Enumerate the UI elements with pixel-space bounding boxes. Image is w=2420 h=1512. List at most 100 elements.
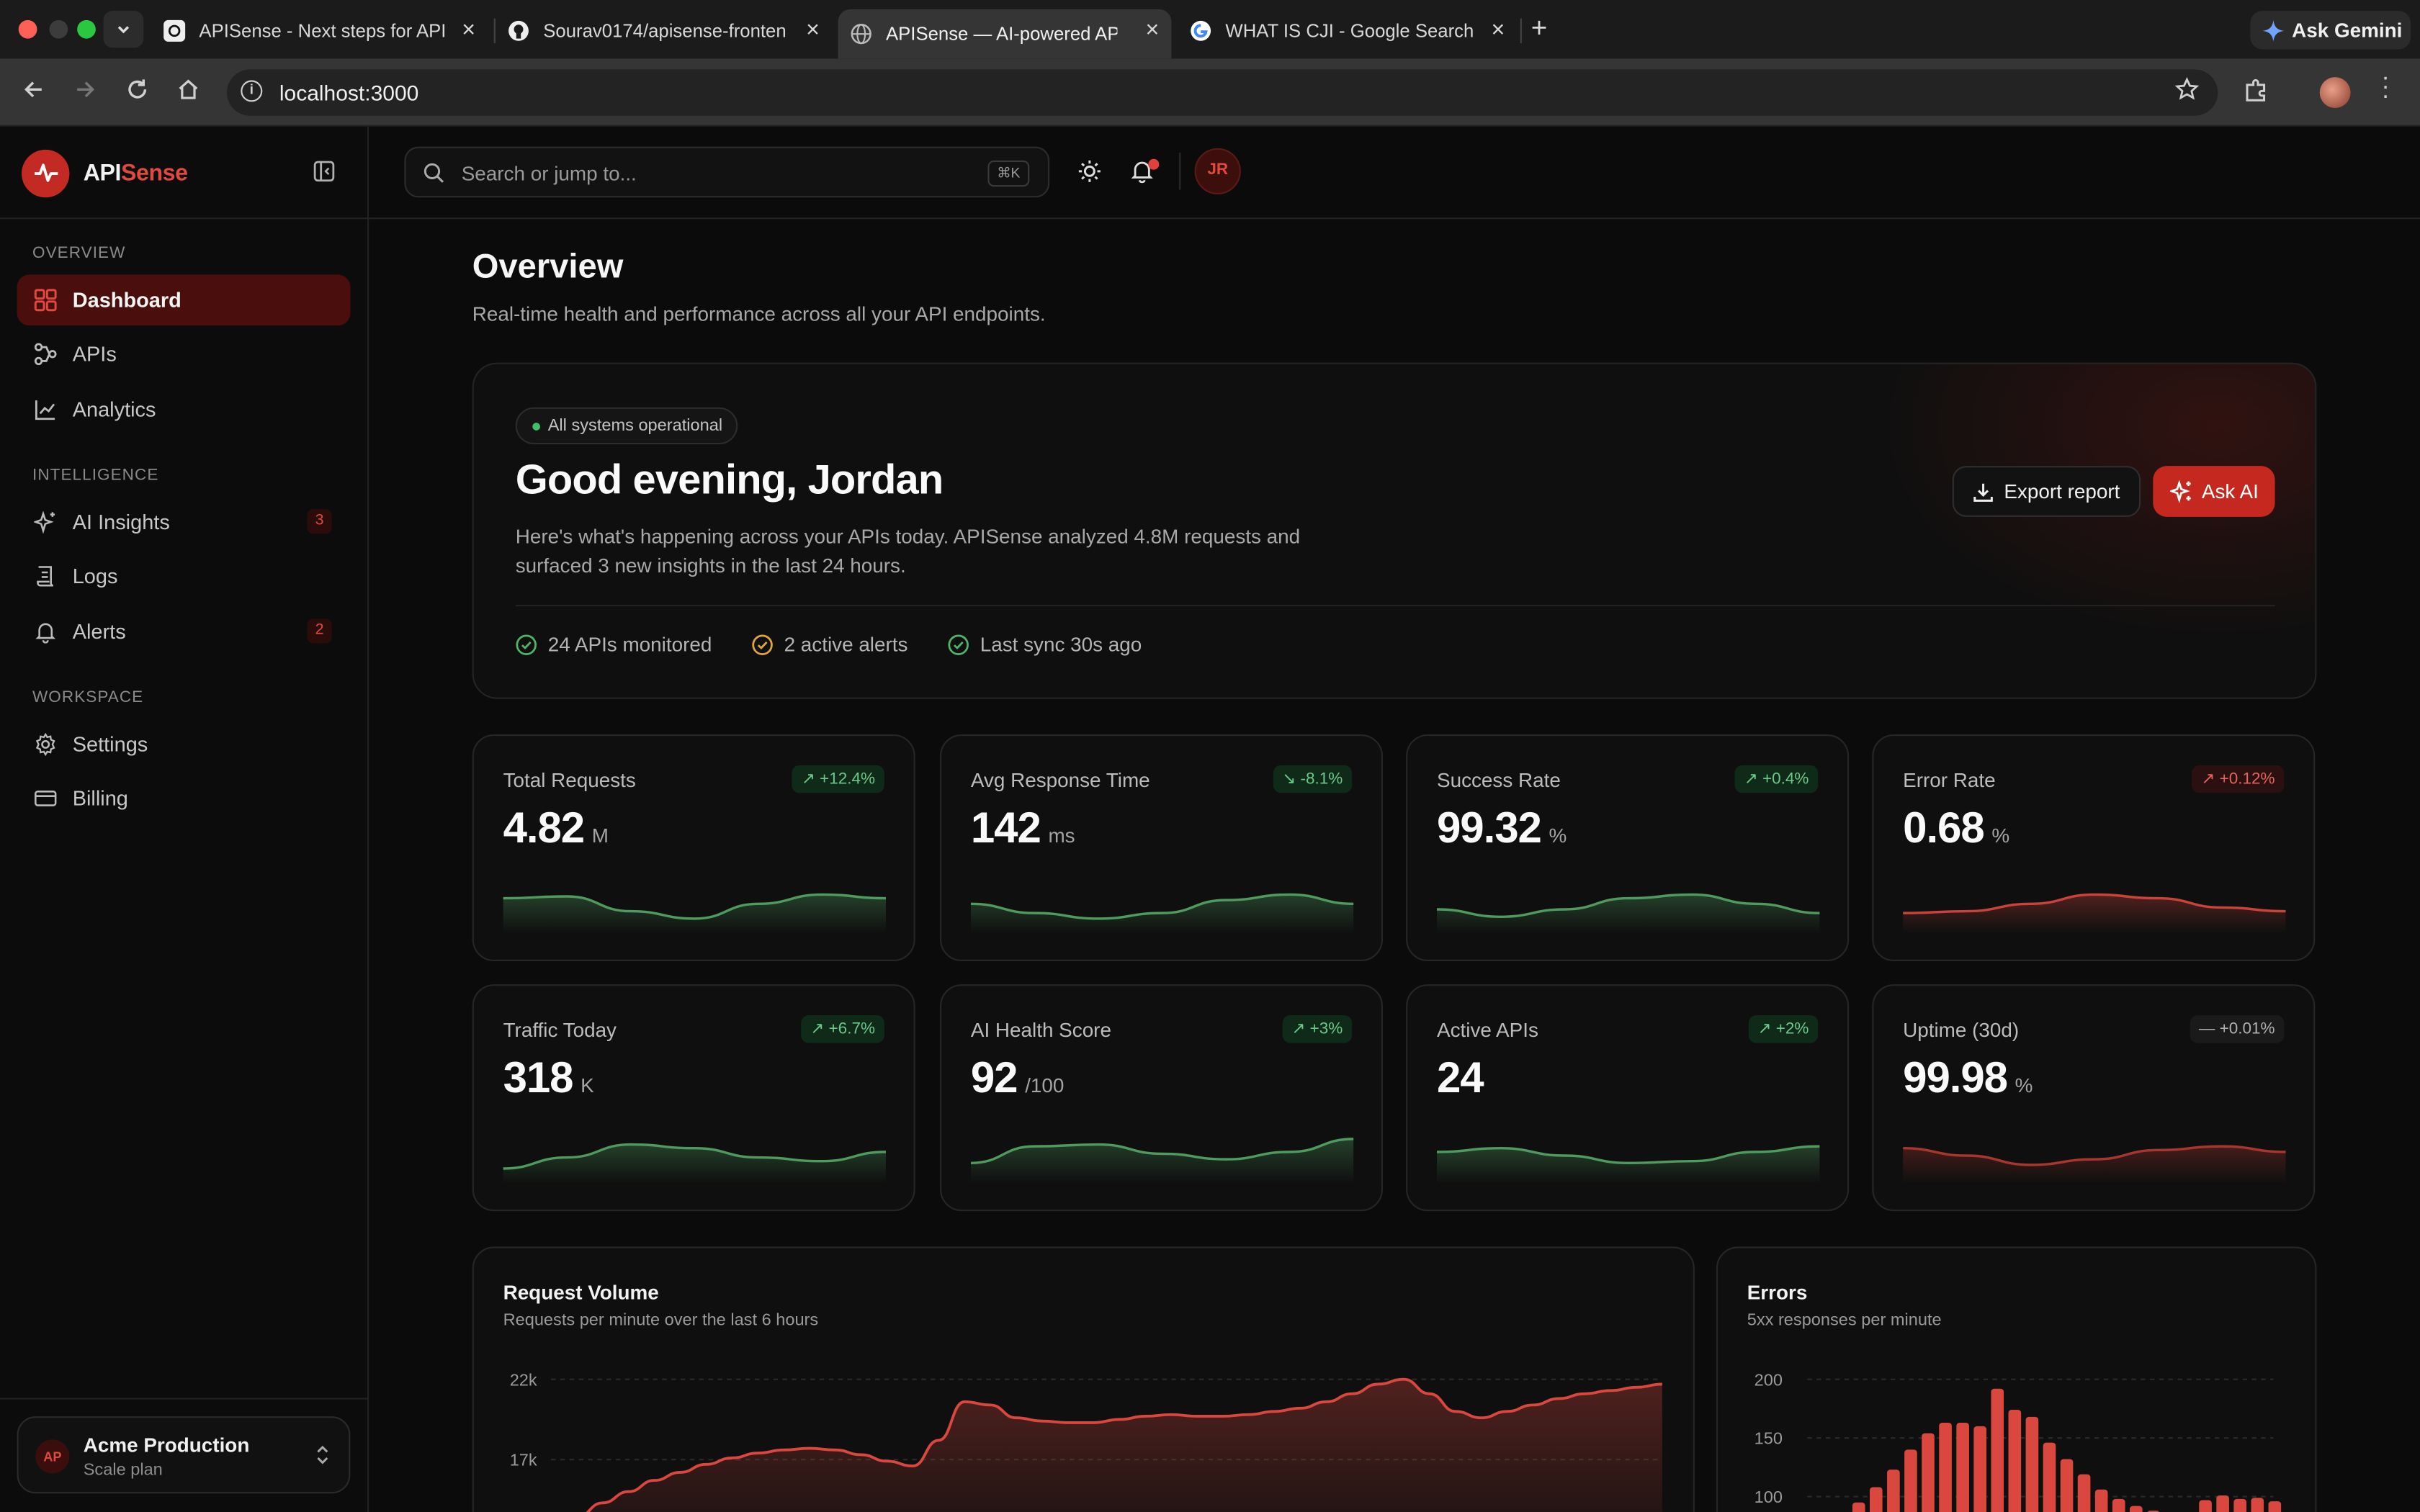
metric-number: 142 <box>970 804 1041 852</box>
sidebar-item-label: Alerts <box>72 620 126 644</box>
tab-search-button[interactable] <box>103 11 144 48</box>
shortcut-hint: ⌘K <box>987 160 1030 187</box>
search-input[interactable]: Search or jump to... ⌘K <box>404 146 1050 198</box>
metric-card[interactable]: Active APIs ↗ +2% 24 <box>1406 984 1850 1212</box>
metric-card[interactable]: Total Requests ↗ +12.4% 4.82 M <box>472 734 915 961</box>
sidebar-item-settings[interactable]: Settings <box>17 719 351 770</box>
extensions-puzzle-icon[interactable] <box>2243 77 2271 105</box>
error-bar <box>2251 1498 2264 1512</box>
browser-toolbar: i localhost:3000 · · · <box>0 58 2420 127</box>
metric-delta-badge: ↗ +0.4% <box>1735 765 1819 793</box>
ask-gemini-button[interactable]: Ask Gemini <box>2250 11 2411 50</box>
metric-sparkline <box>1903 1145 2286 1184</box>
sidebar-item-apis[interactable]: APIs <box>17 328 351 379</box>
trend-arrow-icon: ↗ <box>801 770 820 788</box>
sparkline-area <box>1903 1146 2286 1184</box>
new-tab-button[interactable]: + <box>1531 12 1548 43</box>
metric-label: Error Rate <box>1903 768 1996 792</box>
window-zoom-button[interactable] <box>77 19 96 39</box>
metric-unit: M <box>591 824 609 847</box>
sidebar-item-alerts[interactable]: Alerts 2 <box>17 606 351 657</box>
browser-menu-icon[interactable]: · · · <box>2381 65 2390 110</box>
error-bar <box>2129 1506 2143 1512</box>
metric-card[interactable]: Avg Response Time ↘ -8.1% 142 ms <box>940 734 1383 961</box>
sparkline-line <box>1436 1145 1820 1164</box>
metric-delta-badge: ↗ +3% <box>1282 1015 1353 1043</box>
browser-tab[interactable]: APISense - Next steps for API × <box>151 9 488 53</box>
metric-delta-text: +2% <box>1775 1020 1809 1039</box>
collapse-sidebar-icon[interactable] <box>313 161 335 182</box>
metric-unit: % <box>2015 1074 2033 1097</box>
sidebar-item-billing[interactable]: Billing <box>17 773 351 824</box>
card-icon <box>32 786 57 811</box>
browser-tab[interactable]: Sourav0174/apisense-fronten × <box>496 9 832 53</box>
bookmark-star-icon[interactable] <box>2174 77 2200 102</box>
sidebar-item-analytics[interactable]: Analytics <box>17 384 351 436</box>
browser-tab[interactable]: WHAT IS CJI - Google Search × <box>1178 9 1517 53</box>
sidebar-item-label: AI Insights <box>72 510 170 534</box>
alerts-count-badge: 2 <box>307 618 332 644</box>
profile-avatar[interactable] <box>2319 77 2351 108</box>
metric-card[interactable]: AI Health Score ↗ +3% 92/100 <box>940 984 1383 1212</box>
status-text: All systems operational <box>547 416 723 436</box>
theme-toggle-sun-icon[interactable] <box>1077 159 1102 184</box>
y-tick-label: 200 <box>1754 1370 1783 1389</box>
export-report-button[interactable]: Export report <box>1952 466 2141 517</box>
hero-meta-text: 2 active alerts <box>784 632 908 656</box>
sidebar-item-label: Billing <box>72 786 128 810</box>
metric-card[interactable]: Traffic Today ↗ +6.7% 318 K <box>472 984 915 1212</box>
ask-ai-button[interactable]: Ask AI <box>2153 466 2275 517</box>
tab-close-icon[interactable]: × <box>462 17 475 44</box>
window-minimize-button[interactable] <box>49 19 68 39</box>
sidebar-item-ai-insights[interactable]: AI Insights 3 <box>17 497 351 548</box>
sparkline-line <box>503 1143 886 1170</box>
download-icon <box>1974 482 1994 501</box>
metric-delta-text: +12.4% <box>820 770 875 788</box>
url-text: localhost:3000 <box>279 80 419 105</box>
error-bar <box>2060 1459 2074 1512</box>
metric-card[interactable]: Uptime (30d) — +0.01% 99.98% <box>1872 984 2316 1212</box>
tab-close-icon[interactable]: × <box>1491 17 1505 44</box>
reload-icon[interactable] <box>125 77 150 102</box>
forward-arrow-icon[interactable] <box>73 77 97 102</box>
y-tick-label: 17k <box>510 1451 537 1470</box>
home-icon[interactable] <box>176 77 200 102</box>
error-bar <box>2094 1489 2108 1512</box>
chevron-down-icon <box>117 26 130 34</box>
metric-sparkline <box>970 893 1354 934</box>
welcome-card: All systems operational Good evening, Jo… <box>472 362 2317 699</box>
site-info-icon[interactable]: i <box>241 80 263 102</box>
sidebar-item-label: APIs <box>72 342 117 366</box>
metric-unit: /100 <box>1025 1074 1065 1097</box>
sidebar: APISense OVERVIEW Dashboard APIs Analyti… <box>0 126 369 1512</box>
section-title-overview: OVERVIEW <box>32 243 126 263</box>
browser-tab-active[interactable]: APISense — AI-powered API o × <box>838 9 1172 59</box>
sidebar-item-dashboard[interactable]: Dashboard <box>17 274 351 326</box>
tab-close-icon[interactable]: × <box>806 17 820 44</box>
address-bar[interactable]: i localhost:3000 <box>227 69 2218 116</box>
last-sync-stat: Last sync 30s ago <box>948 633 1142 656</box>
sidebar-item-logs[interactable]: Logs <box>17 551 351 602</box>
greeting-description: Here's what's happening across your APIs… <box>515 524 1301 577</box>
metric-number: 24 <box>1436 1053 1484 1102</box>
errors-chart: 200 150 100 <box>1754 1370 2282 1512</box>
brand[interactable]: APISense <box>22 148 188 198</box>
metric-card[interactable]: Error Rate ↗ +0.12% 0.68% <box>1872 734 2316 961</box>
error-bar <box>2216 1495 2229 1512</box>
export-report-label: Export report <box>2004 480 2120 503</box>
tab-separator <box>493 18 496 43</box>
metric-card[interactable]: Success Rate ↗ +0.4% 99.32% <box>1406 734 1850 961</box>
window-close-button[interactable] <box>18 19 37 39</box>
workspace-plan: Scale plan <box>83 1461 163 1480</box>
metric-sparkline <box>1436 1145 1820 1184</box>
metric-value: 99.32% <box>1437 804 1567 853</box>
trend-arrow-icon: ↗ <box>1291 1020 1310 1039</box>
metric-delta-badge: ↗ +12.4% <box>792 765 884 793</box>
sparkline-line <box>503 893 886 920</box>
request-volume-chart: 22k 17k <box>510 1370 1662 1512</box>
tab-close-icon[interactable]: × <box>1145 17 1160 44</box>
back-arrow-icon[interactable] <box>22 77 46 102</box>
notifications-bell-icon[interactable] <box>1130 159 1155 184</box>
user-avatar[interactable]: JR <box>1194 148 1241 194</box>
workspace-switcher[interactable]: AP Acme Production Scale plan <box>17 1416 351 1494</box>
